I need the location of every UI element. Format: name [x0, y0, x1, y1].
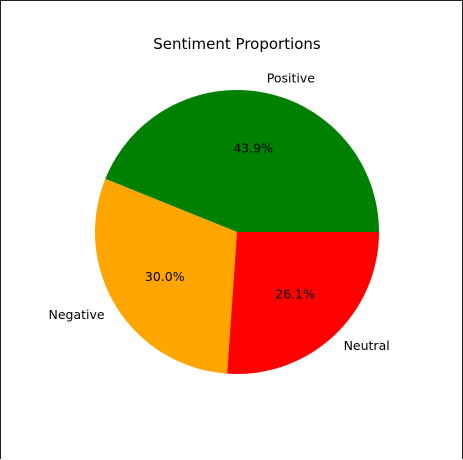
- pie-pct-label-positive: 43.9%: [233, 140, 273, 155]
- pie-slice-neutral: [227, 232, 379, 374]
- pie-category-label-positive: Positive: [267, 71, 315, 86]
- pie-pct-label-negative: 30.0%: [145, 269, 185, 284]
- chart-title: Sentiment Proportions: [153, 35, 321, 53]
- pie-slice-negative: [95, 178, 237, 374]
- pie-category-label-neutral: Neutral: [344, 338, 390, 353]
- pie-labels: 43.9% Positive 30.0% Negative 26.1% Neutral: [48, 71, 389, 354]
- pie-category-label-negative: Negative: [48, 307, 104, 322]
- pie-pct-label-neutral: 26.1%: [275, 286, 315, 301]
- pie-slice-positive: [105, 90, 379, 232]
- pie-slices: [95, 90, 379, 374]
